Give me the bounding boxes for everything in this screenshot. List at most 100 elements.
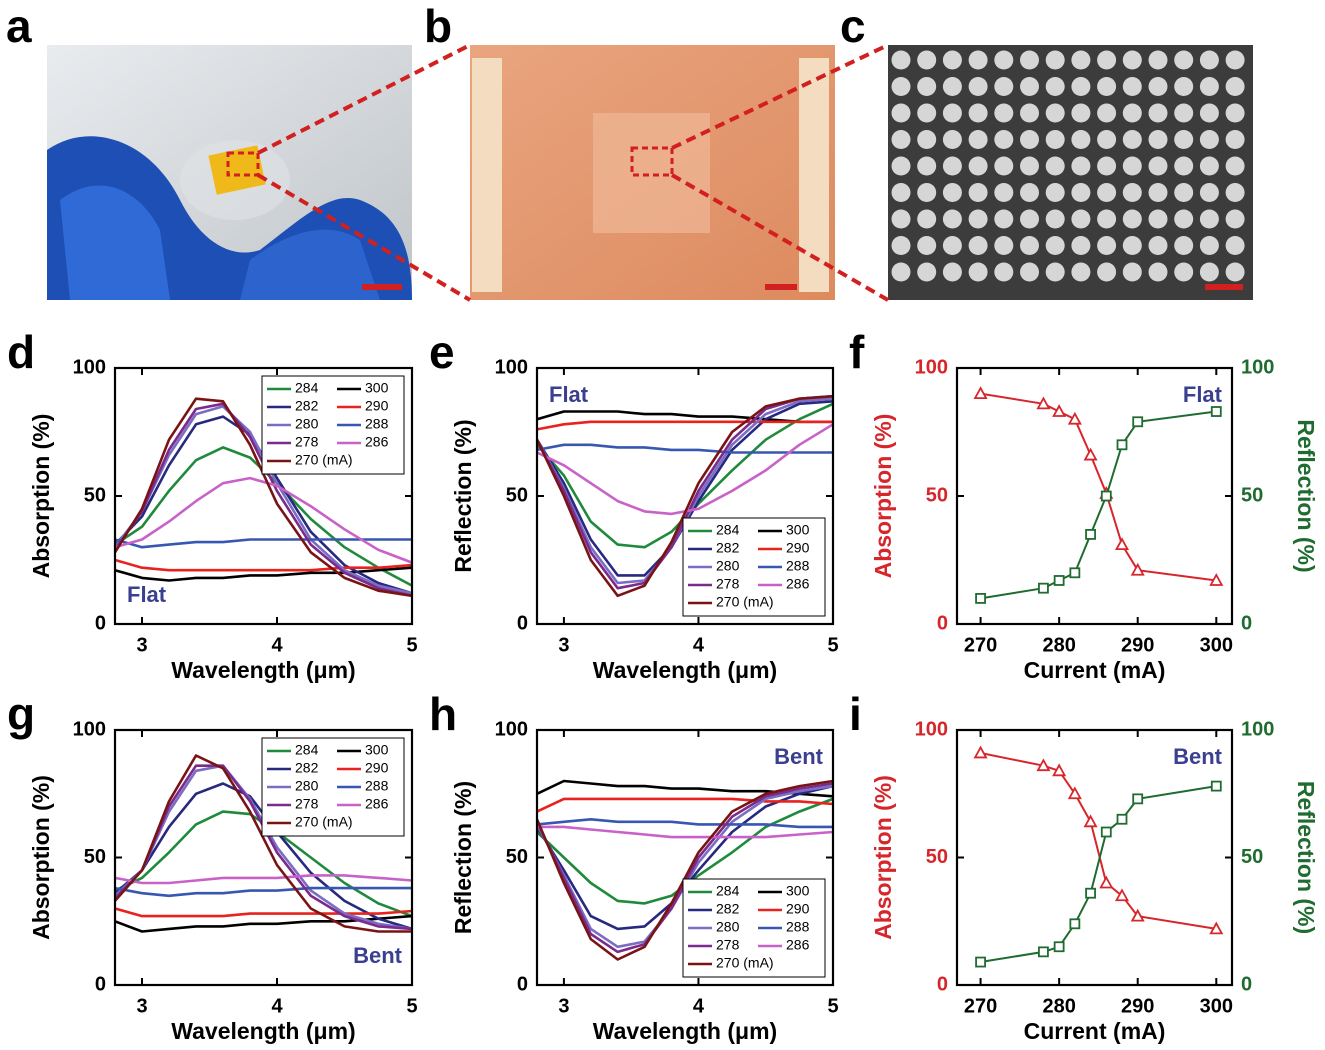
pillar: [1046, 263, 1065, 282]
marker: [1133, 794, 1142, 803]
pillar: [994, 51, 1013, 70]
legend-label: 300: [365, 742, 389, 758]
series-line: [537, 827, 833, 837]
pillar: [1097, 183, 1116, 202]
y-axis-label: Reflection (%): [450, 781, 476, 934]
pillar: [1123, 77, 1142, 96]
pillar: [917, 263, 936, 282]
marker: [1039, 947, 1048, 956]
legend-label: 288: [786, 919, 810, 935]
pillar: [1046, 51, 1065, 70]
legend-label: 278: [716, 576, 740, 592]
legend-label: 280: [716, 919, 740, 935]
legend-label: 280: [295, 416, 319, 432]
pillar: [1046, 157, 1065, 176]
pillar: [917, 236, 936, 255]
pillar: [1020, 130, 1039, 149]
y2-tick-label: 50: [1241, 484, 1263, 506]
marker: [1070, 568, 1079, 577]
marker: [1055, 576, 1064, 585]
pillar: [943, 51, 962, 70]
y-tick-label: 50: [84, 484, 106, 506]
pillar: [1097, 157, 1116, 176]
annotation: Bent: [774, 744, 824, 769]
pillar: [1149, 263, 1168, 282]
marker: [1117, 539, 1128, 549]
y-tick-label: 100: [915, 718, 948, 740]
x-tick-label: 4: [271, 995, 283, 1017]
marker: [1039, 584, 1048, 593]
x-axis-label: Wavelength (μm): [171, 657, 355, 683]
pillar: [1097, 51, 1116, 70]
pillar: [1174, 236, 1193, 255]
pillar: [969, 183, 988, 202]
x-axis-label: Wavelength (μm): [171, 1018, 355, 1044]
series-line: [537, 799, 833, 812]
x-axis-label: Current (mA): [1024, 1018, 1166, 1044]
y-tick-label: 100: [495, 718, 528, 740]
pillar: [969, 130, 988, 149]
y2-tick-label: 100: [1241, 356, 1274, 378]
legend-label: 286: [786, 937, 810, 953]
pillar: [1226, 236, 1245, 255]
pillar: [1174, 157, 1193, 176]
pillar: [994, 77, 1013, 96]
y-tick-label: 100: [73, 718, 106, 740]
legend-label: 288: [786, 558, 810, 574]
pillar: [1123, 51, 1142, 70]
x-tick-label: 300: [1200, 995, 1233, 1017]
pillar: [1174, 183, 1193, 202]
pillar: [1097, 104, 1116, 123]
pillar: [1046, 183, 1065, 202]
pillar: [1200, 236, 1219, 255]
pillar: [917, 210, 936, 229]
pillar: [1226, 104, 1245, 123]
pillar: [1174, 130, 1193, 149]
y2-axis-label: Reflection (%): [1293, 781, 1319, 934]
marker: [1054, 406, 1065, 416]
pillar: [1226, 263, 1245, 282]
pillar: [917, 130, 936, 149]
legend-label: 278: [716, 937, 740, 953]
marker: [1102, 492, 1111, 501]
x-axis-label: Wavelength (μm): [593, 657, 777, 683]
y2-axis-label: Reflection (%): [1293, 419, 1319, 572]
pillar: [1149, 183, 1168, 202]
pillar: [1123, 183, 1142, 202]
pillar: [1071, 183, 1090, 202]
y-tick-label: 50: [506, 484, 528, 506]
legend-label: 270 (mA): [716, 594, 774, 610]
panel-label: g: [7, 688, 35, 740]
annotation: Bent: [353, 943, 403, 968]
pillar: [1046, 104, 1065, 123]
pillar: [917, 183, 936, 202]
panel-label: b: [424, 0, 452, 52]
pillar: [943, 104, 962, 123]
pillar: [1123, 210, 1142, 229]
pillar: [1174, 77, 1193, 96]
pillar: [969, 263, 988, 282]
x-tick-label: 280: [1042, 995, 1075, 1017]
page: a b c d345050100Wavelength (μm)Absorptio…: [0, 0, 1325, 1050]
marker: [1212, 782, 1221, 791]
legend-label: 300: [365, 380, 389, 396]
pillar: [892, 157, 911, 176]
x-tick-label: 270: [964, 634, 997, 656]
pillar: [1097, 210, 1116, 229]
pillar: [1200, 130, 1219, 149]
pillar: [994, 263, 1013, 282]
pillar: [994, 130, 1013, 149]
x-tick-label: 5: [406, 634, 417, 656]
legend-label: 284: [295, 742, 319, 758]
pillar: [1123, 130, 1142, 149]
x-tick-label: 4: [271, 634, 283, 656]
series-line: [115, 478, 412, 562]
pillar: [1071, 157, 1090, 176]
marker: [1212, 407, 1221, 416]
panel-label: d: [7, 326, 35, 378]
y-axis-label: Absorption (%): [870, 775, 896, 940]
pillar: [1226, 157, 1245, 176]
pillar: [892, 51, 911, 70]
pillar: [994, 210, 1013, 229]
y2-tick-label: 100: [1241, 718, 1274, 740]
